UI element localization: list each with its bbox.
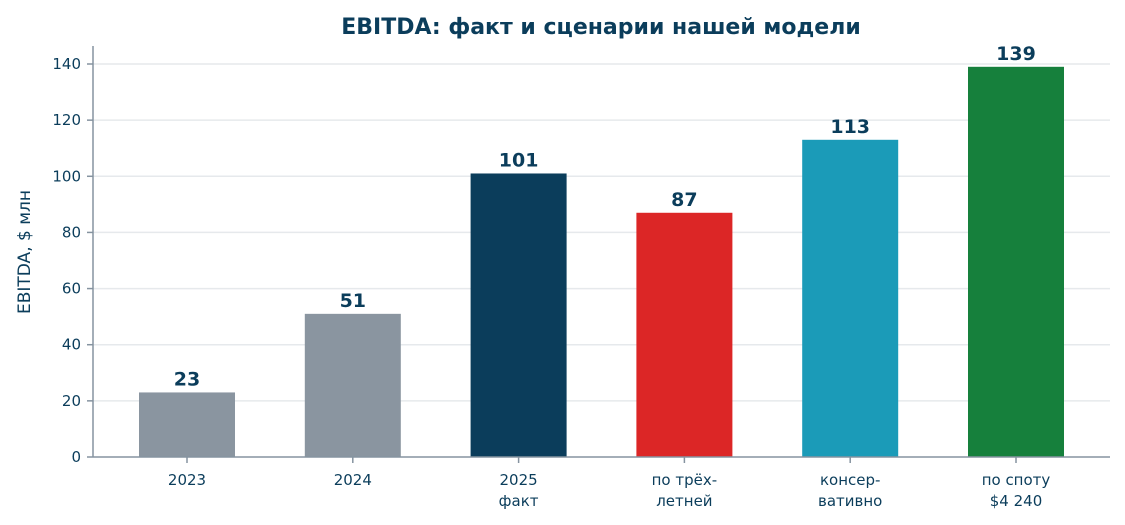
x-tick-label: 2023	[168, 471, 206, 489]
bar-value-label: 87	[671, 189, 697, 211]
x-tick-label: 2025	[500, 471, 538, 489]
x-tick-label: консер-	[820, 471, 880, 489]
bar	[968, 66, 1064, 458]
x-tick-label: по споту	[982, 471, 1051, 489]
y-tick-label: 20	[62, 392, 81, 410]
y-tick-label: 80	[62, 223, 81, 241]
bar	[636, 212, 733, 457]
x-tick-label: летней	[656, 492, 712, 510]
x-axis-ticks: 2023 2024 2025 факт по трёх-летней консер-ват…	[168, 457, 1051, 510]
chart-title: EBITDA: факт и сценарии нашей модели	[341, 15, 861, 40]
y-tick-label: 60	[62, 280, 81, 298]
y-axis-label: EBITDA, $ млн	[15, 190, 35, 314]
y-tick-label: 120	[52, 111, 81, 129]
bar	[470, 173, 567, 457]
x-tick-label: $4 240	[990, 492, 1043, 510]
bar-value-label: 139	[996, 43, 1036, 65]
bar-value-label: 23	[174, 368, 200, 390]
y-tick-label: 100	[52, 167, 81, 185]
bar-value-label: 113	[830, 116, 870, 138]
x-tick-label: 2024	[334, 471, 372, 489]
bars	[139, 66, 1064, 458]
y-tick-label: 40	[62, 336, 81, 354]
bar	[139, 392, 235, 457]
axes	[92, 46, 1110, 458]
x-tick-label: вативно	[818, 492, 882, 510]
x-tick-label: факт	[499, 492, 539, 510]
bar	[802, 139, 899, 458]
x-tick-label: по трёх-	[652, 471, 718, 489]
data-labels: 23 51 101 87 113 139	[174, 43, 1036, 391]
y-tick-label: 0	[71, 448, 81, 466]
bar	[304, 313, 401, 457]
bar-value-label: 101	[499, 149, 539, 171]
y-tick-label: 140	[52, 55, 81, 73]
bar-value-label: 51	[340, 290, 366, 312]
grid-lines	[93, 63, 1110, 402]
y-axis-ticks: 0 20 40 60 80 100 120 140	[52, 55, 93, 466]
